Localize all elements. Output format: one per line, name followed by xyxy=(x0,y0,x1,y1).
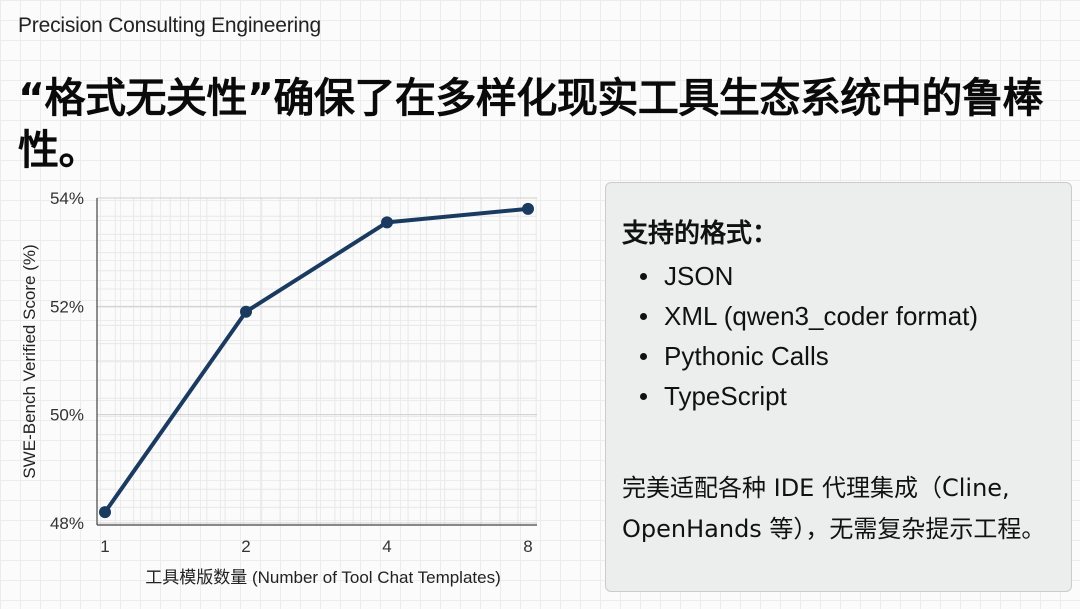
series-line xyxy=(103,206,530,515)
format-label: JSON xyxy=(664,261,734,291)
y-tick-label: 48% xyxy=(50,514,84,533)
page-title: “格式无关性”确保了在多样化现实工具生态系统中的鲁棒性。 xyxy=(18,74,1043,174)
bullet-icon xyxy=(640,273,647,280)
data-point xyxy=(99,506,111,519)
format-item-xml: XML (qwen3_coder format) xyxy=(640,296,1055,336)
brand-name: Precision Consulting Engineering xyxy=(18,14,321,37)
panel-description: 完美适配各种 IDE 代理集成（Cline, OpenHands 等），无需复杂… xyxy=(622,474,1046,543)
format-item-json: JSON xyxy=(640,256,1055,296)
data-point xyxy=(240,305,252,318)
format-item-pythonic: Pythonic Calls xyxy=(640,336,1055,376)
data-point xyxy=(381,216,393,229)
bullet-icon xyxy=(640,393,647,400)
bullet-icon xyxy=(640,313,647,320)
x-axis-title: 工具模版数量 (Number of Tool Chat Templates) xyxy=(145,568,501,587)
x-tick-label: 1 xyxy=(100,537,109,556)
format-label: TypeScript xyxy=(664,381,787,411)
y-tick-label: 54% xyxy=(50,189,84,208)
x-tick-label: 4 xyxy=(382,537,391,556)
y-tick-label: 50% xyxy=(50,406,84,425)
bullet-icon xyxy=(640,353,647,360)
format-list: JSON XML (qwen3_coder format) Pythonic C… xyxy=(622,256,1055,416)
format-item-typescript: TypeScript xyxy=(640,376,1055,416)
panel-heading: 支持的格式： xyxy=(622,219,779,249)
format-label: XML (qwen3_coder format) xyxy=(664,301,979,331)
format-label: Pythonic Calls xyxy=(664,341,829,371)
y-tick-label: 52% xyxy=(50,297,84,316)
line-chart: 48% 50% 52% 54% 1 2 4 8 工具模版数量 (Number of Tool C… xyxy=(0,175,590,595)
y-axis-title: SWE-Bench Verified Score (%) xyxy=(20,244,39,478)
formats-panel: 支持的格式： JSON XML (qwen3_coder format) Pyt… xyxy=(605,182,1072,592)
chart-canvas: 48% 50% 52% 54% 1 2 4 8 工具模版数量 (Number of Tool C… xyxy=(20,189,537,587)
data-point xyxy=(522,202,534,215)
x-tick-label: 2 xyxy=(241,537,250,556)
x-tick-label: 8 xyxy=(523,537,532,556)
